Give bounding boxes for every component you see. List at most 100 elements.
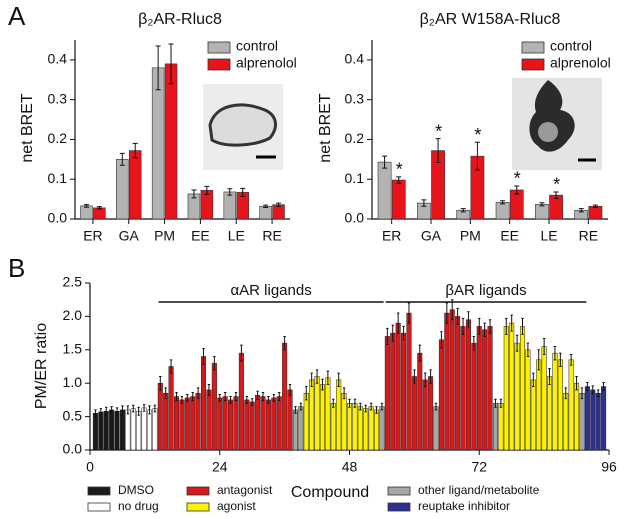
- bar: [379, 406, 385, 451]
- y-tick-label: 0.0: [63, 441, 83, 457]
- error-bar: [478, 317, 481, 335]
- error-bar: [326, 370, 330, 386]
- x-tick-label: LE: [540, 228, 557, 244]
- error-bar: [256, 390, 259, 400]
- bar: [125, 409, 131, 451]
- bar: [271, 397, 277, 451]
- error-bar: [83, 204, 89, 208]
- bar: [460, 326, 466, 451]
- error-bar: [575, 376, 578, 391]
- error-bar: [396, 176, 402, 184]
- bar: [487, 326, 493, 451]
- error-bar: [386, 327, 389, 345]
- error-bar: [299, 402, 303, 411]
- y-tick-label: 0.2: [48, 130, 68, 146]
- error-bar: [148, 405, 151, 415]
- x-tick-label: ER: [83, 228, 102, 244]
- error-bar: [342, 387, 346, 400]
- bar: [492, 402, 498, 451]
- error-bar: [591, 385, 594, 395]
- error-bar: [421, 199, 427, 207]
- y-tick-label: 1.0: [63, 374, 83, 390]
- bar: [292, 409, 298, 451]
- legend-swatch: [387, 486, 411, 496]
- error-bar: [263, 204, 269, 208]
- x-tick-label: EE: [191, 228, 210, 244]
- bar: [80, 205, 93, 220]
- bar: [574, 382, 580, 451]
- error-bar: [592, 204, 598, 208]
- legend-label: other ligand/metabolite: [418, 483, 540, 497]
- error-bar: [364, 404, 367, 413]
- significance-marker: *: [474, 125, 481, 145]
- bar: [530, 379, 536, 451]
- legend-swatch: [87, 486, 111, 496]
- error-bar: [332, 398, 335, 408]
- error-bar: [191, 189, 197, 199]
- error-bar: [305, 386, 308, 401]
- legend-swatch: [186, 486, 210, 496]
- bar: [357, 406, 363, 451]
- bar: [265, 399, 271, 451]
- error-bar: [126, 405, 130, 415]
- bar: [114, 411, 120, 451]
- bar: [190, 396, 196, 451]
- y-tick-label: 0.5: [63, 407, 83, 423]
- x-tick-label: GA: [421, 228, 442, 244]
- error-bar: [119, 152, 125, 166]
- legend-label: alprenolol: [550, 55, 611, 71]
- error-bar: [434, 402, 438, 411]
- legend-label: agonist: [217, 499, 256, 513]
- error-bar: [539, 202, 545, 207]
- bar: [514, 342, 520, 451]
- legend-swatch: [521, 41, 545, 54]
- bar: [163, 392, 169, 451]
- bar: [519, 326, 526, 451]
- error-bar: [196, 387, 200, 400]
- bar: [330, 402, 336, 451]
- error-bar: [499, 398, 503, 408]
- bar: [223, 191, 237, 220]
- x-tick-label: PM: [460, 228, 481, 244]
- error-bar: [602, 382, 605, 392]
- bar: [363, 408, 369, 451]
- bar: [276, 396, 282, 451]
- error-bar: [456, 307, 459, 325]
- error-bar: [276, 202, 282, 207]
- bar: [377, 161, 392, 220]
- bar: [146, 409, 152, 451]
- error-bar: [391, 324, 394, 342]
- error-bar: [586, 382, 589, 392]
- error-bar: [467, 311, 470, 329]
- error-bar: [548, 368, 551, 386]
- x-tick-label: RE: [262, 228, 281, 244]
- bar: [503, 326, 509, 451]
- bar: [568, 359, 574, 451]
- error-bar: [451, 299, 454, 321]
- error-bar: [142, 404, 146, 412]
- bar: [588, 205, 603, 220]
- x-tick-label: EE: [500, 228, 519, 244]
- bar: [336, 379, 342, 451]
- bar: [314, 376, 320, 451]
- y-tick-label: 0.2: [345, 130, 365, 146]
- bar: [116, 159, 129, 220]
- error-bar: [227, 188, 233, 196]
- error-bar: [164, 387, 167, 400]
- bar: [173, 396, 180, 451]
- bar: [590, 389, 596, 451]
- error-bar: [337, 372, 340, 388]
- bar: [341, 392, 347, 451]
- bar: [449, 309, 455, 451]
- error-bar: [204, 185, 210, 195]
- error-bar: [542, 337, 546, 355]
- bar: [233, 396, 239, 451]
- error-bar: [94, 409, 97, 418]
- error-bar: [553, 345, 557, 361]
- bar: [244, 399, 250, 451]
- error-bar: [191, 392, 194, 402]
- bar: [282, 342, 288, 451]
- bar: [260, 396, 266, 451]
- error-bar: [445, 302, 449, 324]
- bar: [352, 402, 358, 451]
